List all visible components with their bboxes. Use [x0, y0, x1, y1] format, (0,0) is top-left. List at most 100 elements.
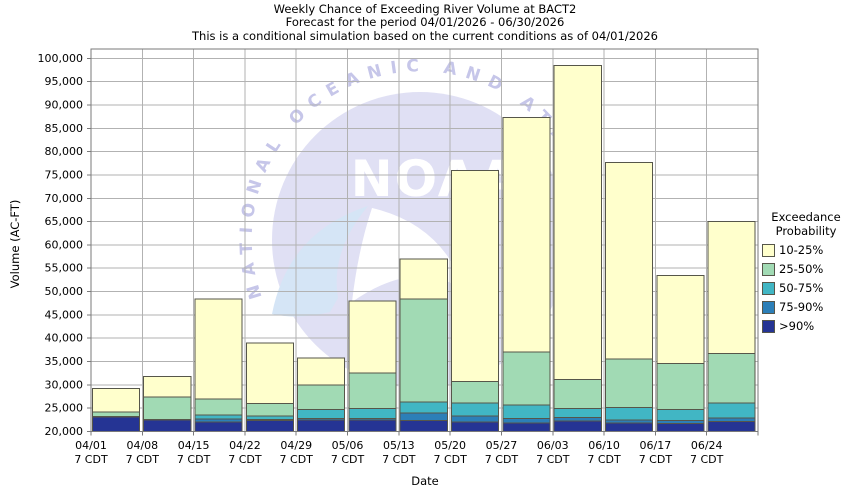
- bar-segment->90%: [143, 419, 192, 432]
- axis-labels: 20,000 25,000 30,000 35,000 40,000 45,000 50,0…: [38, 52, 724, 466]
- y-tick-label: 95,000: [45, 75, 84, 88]
- x-tick-label-time: 7 CDT: [126, 453, 160, 466]
- bar-segment-10-25%: [656, 275, 705, 364]
- bar-segment-50-75%: [194, 414, 243, 420]
- bar-segment->90%: [707, 421, 756, 432]
- bar-segment-25-50%: [399, 298, 448, 403]
- bar-segment-10-25%: [451, 170, 500, 383]
- bar-segment-25-50%: [297, 384, 346, 411]
- x-tick-label-time: 7 CDT: [639, 453, 673, 466]
- x-tick-label-time: 7 CDT: [331, 453, 365, 466]
- y-tick-label: 25,000: [45, 402, 84, 415]
- chart-note: This is a conditional simulation based o…: [192, 28, 658, 43]
- bar-segment->90%: [297, 419, 346, 432]
- bar-segment->90%: [91, 416, 141, 433]
- bars: [91, 64, 756, 433]
- bar-segment-25-50%: [707, 353, 756, 404]
- chart-title: Weekly Chance of Exceeding River Volume …: [273, 2, 577, 16]
- y-tick-label: 100,000: [38, 52, 84, 65]
- legend-swatch-50-75: [762, 281, 775, 295]
- bar-segment-50-75%: [502, 404, 551, 419]
- bar-segment-10-25%: [502, 117, 551, 353]
- legend-title-line1: Exceedance: [771, 210, 841, 224]
- legend-label: 10-25%: [779, 243, 824, 257]
- bar-segment->90%: [245, 419, 294, 432]
- legend-item-50-75: 50-75%: [762, 281, 850, 295]
- x-tick-label-date: 06/17: [640, 439, 672, 452]
- bar-segment-10-25%: [604, 161, 654, 360]
- x-tick-label-date: 05/06: [332, 439, 364, 452]
- chart-subtitle: Forecast for the period 04/01/2026 - 06/…: [285, 15, 565, 30]
- x-tick-label-date: 05/13: [383, 439, 415, 452]
- legend-item-25-50: 25-50%: [762, 262, 850, 276]
- x-tick-label-date: 06/24: [691, 439, 723, 452]
- y-tick-label: 45,000: [45, 308, 84, 321]
- bar-segment-25-50%: [502, 351, 551, 406]
- y-tick-label: 65,000: [45, 215, 84, 228]
- legend-title: Exceedance Probability: [762, 210, 850, 238]
- bar-segment-25-50%: [91, 411, 141, 418]
- bar-segment-10-25%: [707, 221, 756, 355]
- bar-segment->90%: [553, 420, 602, 432]
- plot-frame: [87, 48, 759, 436]
- frame-rect: [90, 48, 759, 432]
- legend-swatch-10-25: [762, 243, 775, 257]
- y-tick-label: 60,000: [45, 238, 84, 251]
- y-tick-label: 70,000: [45, 192, 84, 205]
- bar-segment-75-90%: [707, 417, 756, 423]
- noaa-sail: [352, 208, 466, 302]
- bar-segment-50-75%: [604, 407, 654, 421]
- x-tick-label-time: 7 CDT: [177, 453, 211, 466]
- y-tick-label: 30,000: [45, 378, 84, 391]
- legend: Exceedance Probability 10-25% 25-50% 50-…: [762, 210, 850, 333]
- legend-label: 50-75%: [779, 281, 824, 295]
- bar-segment-10-25%: [194, 298, 243, 400]
- x-tick-label-date: 06/10: [588, 439, 620, 452]
- chart-title-block: Weekly Chance of Exceeding River Volume …: [0, 2, 850, 43]
- bar-segment-25-50%: [245, 403, 294, 417]
- y-axis-title: Volume (AC-FT): [8, 199, 22, 289]
- bar-segment-25-50%: [656, 362, 705, 411]
- x-axis-title: Date: [411, 474, 439, 488]
- bar-segment-10-25%: [143, 375, 192, 398]
- bar-segment->90%: [502, 422, 551, 432]
- bar-segment-10-25%: [91, 388, 141, 413]
- y-tick-label: 90,000: [45, 98, 84, 111]
- legend-title-line2: Probability: [775, 223, 837, 238]
- legend-swatch-75-90: [762, 300, 775, 314]
- bar-segment-50-75%: [348, 408, 397, 419]
- x-tick-label-time: 7 CDT: [382, 453, 416, 466]
- legend-label: >90%: [779, 319, 815, 333]
- x-tick-label-date: 04/15: [178, 439, 210, 452]
- y-tick-label: 85,000: [45, 122, 84, 135]
- bar-segment-25-50%: [143, 396, 192, 420]
- y-tick-label: 80,000: [45, 145, 84, 158]
- bar-segment-50-75%: [553, 408, 602, 419]
- x-tick-label-time: 7 CDT: [433, 453, 467, 466]
- y-tick-label: 40,000: [45, 332, 84, 345]
- bar-segment-75-90%: [451, 415, 500, 423]
- legend-item-10-25: 10-25%: [762, 243, 850, 257]
- bar-segment-10-25%: [297, 357, 346, 386]
- bar-segment-75-90%: [553, 417, 602, 422]
- bar-segment-10-25%: [348, 300, 397, 374]
- legend-label: 25-50%: [779, 262, 824, 276]
- bar-segment-25-50%: [604, 358, 654, 409]
- x-tick-label-time: 7 CDT: [228, 453, 262, 466]
- bar-segment-50-75%: [297, 409, 346, 419]
- legend-swatch-gt90: [762, 319, 775, 333]
- y-tick-label: 20,000: [45, 425, 84, 438]
- x-tick-label-time: 7 CDT: [536, 453, 570, 466]
- bar-segment-50-75%: [656, 409, 705, 421]
- x-tick-label-time: 7 CDT: [74, 453, 108, 466]
- x-tick-label-date: 04/29: [280, 439, 312, 452]
- y-tick-label: 75,000: [45, 168, 84, 181]
- bar-segment-50-75%: [451, 402, 500, 417]
- bar-segment-25-50%: [194, 398, 243, 416]
- x-tick-label-date: 04/22: [229, 439, 261, 452]
- y-tick-label: 55,000: [45, 262, 84, 275]
- bar-segment-25-50%: [348, 372, 397, 410]
- y-tick-label: 35,000: [45, 355, 84, 368]
- x-tick-label-time: 7 CDT: [587, 453, 621, 466]
- bar-segment->90%: [604, 422, 654, 432]
